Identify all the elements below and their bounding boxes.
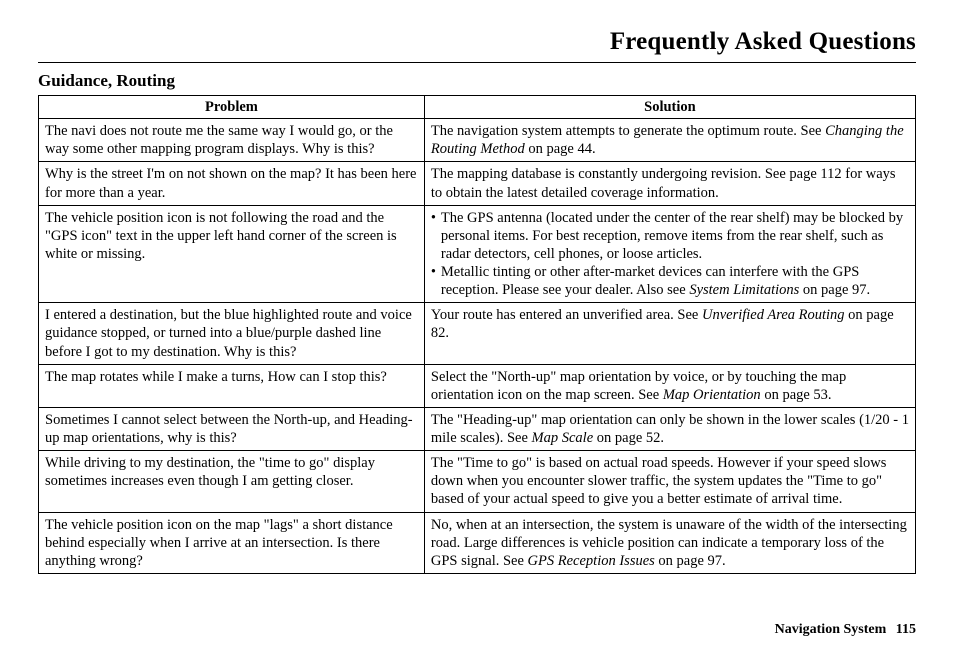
col-header-problem: Problem bbox=[39, 96, 425, 119]
solution-cell: The "Heading-up" map orientation can onl… bbox=[424, 407, 915, 450]
table-row: The vehicle position icon is not followi… bbox=[39, 205, 916, 303]
problem-cell: Why is the street I'm on not shown on th… bbox=[39, 162, 425, 205]
page-footer: Navigation System 115 bbox=[775, 622, 916, 638]
table-row: The navi does not route me the same way … bbox=[39, 119, 916, 162]
section-title: Guidance, Routing bbox=[38, 71, 916, 91]
solution-cell: Your route has entered an unverified are… bbox=[424, 303, 915, 364]
footer-label: Navigation System bbox=[775, 622, 887, 637]
col-header-solution: Solution bbox=[424, 96, 915, 119]
table-row: The map rotates while I make a turns, Ho… bbox=[39, 364, 916, 407]
solution-cell: The "Time to go" is based on actual road… bbox=[424, 451, 915, 512]
problem-cell: The navi does not route me the same way … bbox=[39, 119, 425, 162]
table-row: I entered a destination, but the blue hi… bbox=[39, 303, 916, 364]
table-row: Sometimes I cannot select between the No… bbox=[39, 407, 916, 450]
problem-cell: I entered a destination, but the blue hi… bbox=[39, 303, 425, 364]
problem-cell: The vehicle position icon is not followi… bbox=[39, 205, 425, 303]
solution-cell: No, when at an intersection, the system … bbox=[424, 512, 915, 573]
horizontal-rule bbox=[38, 62, 916, 63]
table-row: The vehicle position icon on the map "la… bbox=[39, 512, 916, 573]
solution-cell: •The GPS antenna (located under the cent… bbox=[424, 205, 915, 303]
solution-cell: The navigation system attempts to genera… bbox=[424, 119, 915, 162]
problem-cell: The map rotates while I make a turns, Ho… bbox=[39, 364, 425, 407]
bullet-item: •The GPS antenna (located under the cent… bbox=[431, 209, 909, 263]
problem-cell: Sometimes I cannot select between the No… bbox=[39, 407, 425, 450]
bullet-item: •Metallic tinting or other after-market … bbox=[431, 263, 909, 299]
solution-cell: Select the "North-up" map orientation by… bbox=[424, 364, 915, 407]
solution-cell: The mapping database is constantly under… bbox=[424, 162, 915, 205]
table-row: While driving to my destination, the "ti… bbox=[39, 451, 916, 512]
table-header-row: Problem Solution bbox=[39, 96, 916, 119]
faq-table: Problem Solution The navi does not route… bbox=[38, 95, 916, 574]
page: Frequently Asked Questions Guidance, Rou… bbox=[0, 0, 954, 574]
table-row: Why is the street I'm on not shown on th… bbox=[39, 162, 916, 205]
problem-cell: The vehicle position icon on the map "la… bbox=[39, 512, 425, 573]
chapter-title: Frequently Asked Questions bbox=[38, 28, 916, 56]
page-number: 115 bbox=[896, 622, 916, 637]
problem-cell: While driving to my destination, the "ti… bbox=[39, 451, 425, 512]
